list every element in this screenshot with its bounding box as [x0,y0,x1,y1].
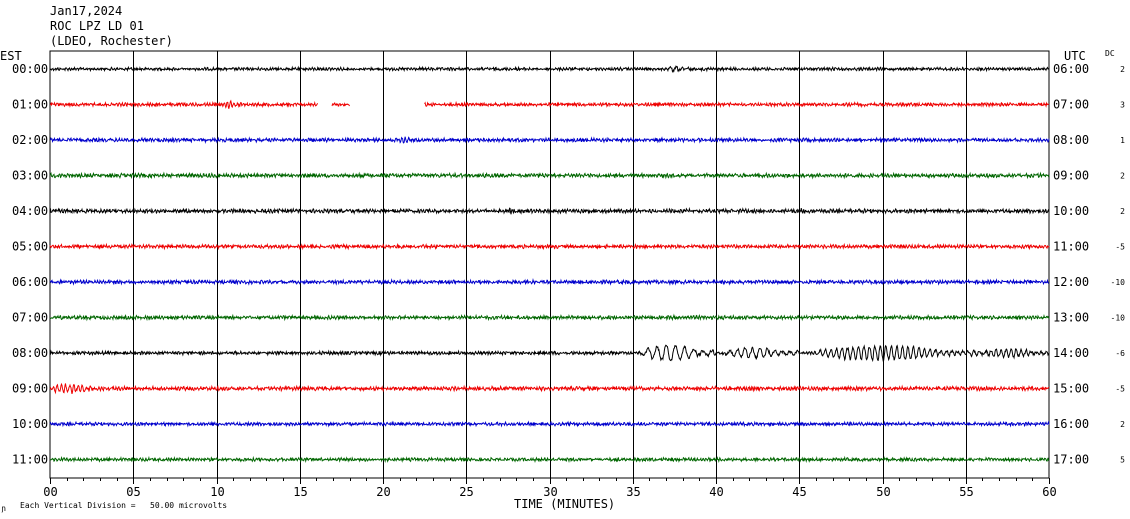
row-label-est: 09:00 [12,382,48,396]
row-label-utc: 17:00 [1053,453,1089,467]
row-label-est: 07:00 [12,311,48,325]
trace-layer [49,65,1050,464]
row-dc-value: 5 [1120,456,1125,465]
x-tick-label: 60 [1042,485,1056,499]
right-axis-title: UTC [1064,49,1086,63]
row-label-est: 01:00 [12,98,48,112]
x-tick-label: 05 [126,485,140,499]
row-label-utc: 15:00 [1053,382,1089,396]
row-label-utc: 10:00 [1053,204,1089,218]
row-label-utc: 14:00 [1053,346,1089,360]
row-dc-value: -10 [1111,314,1126,323]
row-label-est: 10:00 [12,417,48,431]
x-tick-label: 00 [43,485,57,499]
header-date: Jan17,2024 [50,4,123,18]
plot-frame [49,50,1050,479]
left-axis-title: EST [0,49,22,63]
trace-row [49,171,1050,180]
row-label-utc: 16:00 [1053,417,1089,431]
row-label-est: 05:00 [12,240,48,254]
footer-division-note: Each Vertical Division = 50.00 microvolt… [20,501,227,510]
trace-row [49,313,1050,322]
row-label-est: 00:00 [12,62,48,76]
row-label-est: 06:00 [12,275,48,289]
dc-title: DC [1105,49,1115,58]
row-dc-value: 3 [1120,101,1125,110]
x-axis-label: TIME (MINUTES) [514,497,615,511]
row-label-utc: 13:00 [1053,311,1089,325]
row-label-utc: 12:00 [1053,275,1089,289]
trace-row [49,242,1050,251]
row-label-est: 11:00 [12,453,48,467]
trace-row [49,455,1050,464]
footer-legend-symbol: ɲ [1,504,6,513]
header-network: (LDEO, Rochester) [50,34,173,48]
x-tick-label: 25 [459,485,473,499]
x-tick-label: 55 [959,485,973,499]
row-label-est: 04:00 [12,204,48,218]
trace-row [49,99,1050,109]
trace-row [49,65,1050,74]
row-label-utc: 06:00 [1053,62,1089,76]
row-dc-value: 2 [1120,65,1125,74]
trace-row [49,136,1050,144]
row-dc-value: 2 [1120,420,1125,429]
row-dc-value: -10 [1111,278,1126,287]
x-tick-label: 40 [709,485,723,499]
row-label-utc: 08:00 [1053,133,1089,147]
row-dc-value: -6 [1115,349,1125,358]
row-label-utc: 09:00 [1053,169,1089,183]
row-label-est: 08:00 [12,346,48,360]
x-tick-label: 10 [210,485,224,499]
row-label-est: 03:00 [12,169,48,183]
trace-row [49,206,1050,216]
x-tick-label: 20 [376,485,390,499]
row-label-utc: 07:00 [1053,98,1089,112]
grid-layer [49,50,1050,484]
row-dc-value: -5 [1115,385,1125,394]
x-tick-label: 30 [543,485,557,499]
trace-row [49,278,1050,286]
row-label-est: 02:00 [12,133,48,147]
trace-row [49,420,1050,428]
row-dc-value: 2 [1120,207,1125,216]
row-label-utc: 11:00 [1053,240,1089,254]
trace-row [49,344,1050,363]
x-tick-label: 50 [876,485,890,499]
row-dc-value: 2 [1120,172,1125,181]
x-tick-label: 35 [626,485,640,499]
row-dc-value: 1 [1120,136,1125,145]
x-tick-label: 15 [293,485,307,499]
x-tick-label: 45 [792,485,806,499]
row-dc-value: -5 [1115,243,1125,252]
trace-row [49,382,1050,395]
header-station: ROC LPZ LD 01 [50,19,144,33]
